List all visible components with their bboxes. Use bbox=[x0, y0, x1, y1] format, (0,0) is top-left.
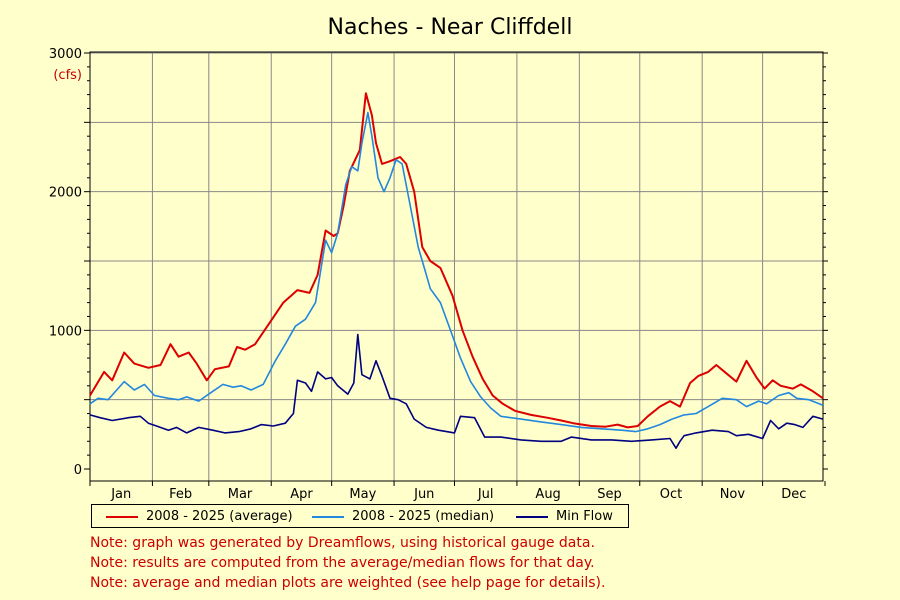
legend-label-average: 2008 - 2025 (average) bbox=[146, 509, 293, 524]
legend: 2008 - 2025 (average) 2008 - 2025 (media… bbox=[91, 504, 629, 528]
note-line: Note: graph was generated by Dreamflows,… bbox=[90, 535, 595, 551]
x-tick-label: Dec bbox=[781, 487, 806, 502]
average-line bbox=[89, 92, 824, 429]
x-tick-label: Jul bbox=[477, 487, 494, 502]
x-tick-label: Jan bbox=[110, 487, 131, 502]
note-line: Note: results are computed from the aver… bbox=[90, 555, 595, 571]
legend-label-min: Min Flow bbox=[556, 509, 613, 524]
note-line: Note: average and median plots are weigh… bbox=[90, 575, 606, 591]
axes: Jan Feb Mar Apr May Jun Jul Aug Sep Oct Nov Dec 0 100… bbox=[49, 47, 828, 502]
legend-label-median: 2008 - 2025 (median) bbox=[352, 509, 495, 524]
y-tick-label: 2000 bbox=[49, 186, 82, 201]
x-tick-label: Mar bbox=[228, 487, 253, 502]
median-line bbox=[89, 111, 824, 433]
legend-swatch-median bbox=[312, 516, 344, 518]
chart-title: Naches - Near Cliffdell bbox=[328, 15, 573, 40]
min-flow-line bbox=[89, 333, 824, 449]
x-tick-label: Oct bbox=[660, 487, 682, 502]
notes: Note: graph was generated by Dreamflows,… bbox=[90, 533, 605, 593]
legend-swatch-average bbox=[106, 516, 138, 518]
x-tick-label: May bbox=[349, 487, 376, 502]
x-tick-label: Nov bbox=[720, 487, 746, 502]
y-unit-label: (cfs) bbox=[53, 68, 82, 83]
legend-swatch-min bbox=[516, 516, 548, 518]
x-tick-label: Aug bbox=[535, 487, 560, 502]
grid-lines bbox=[90, 52, 823, 481]
x-tick-label: Jun bbox=[413, 487, 434, 502]
y-tick-label: 1000 bbox=[49, 324, 82, 339]
x-tick-label: Feb bbox=[169, 487, 192, 502]
x-tick-label: Apr bbox=[290, 487, 313, 502]
y-tick-label: 3000 bbox=[49, 47, 82, 62]
plot-frame bbox=[89, 51, 824, 482]
series-lines bbox=[89, 92, 824, 449]
y-tick-label: 0 bbox=[74, 463, 82, 478]
x-tick-label: Sep bbox=[597, 487, 622, 502]
